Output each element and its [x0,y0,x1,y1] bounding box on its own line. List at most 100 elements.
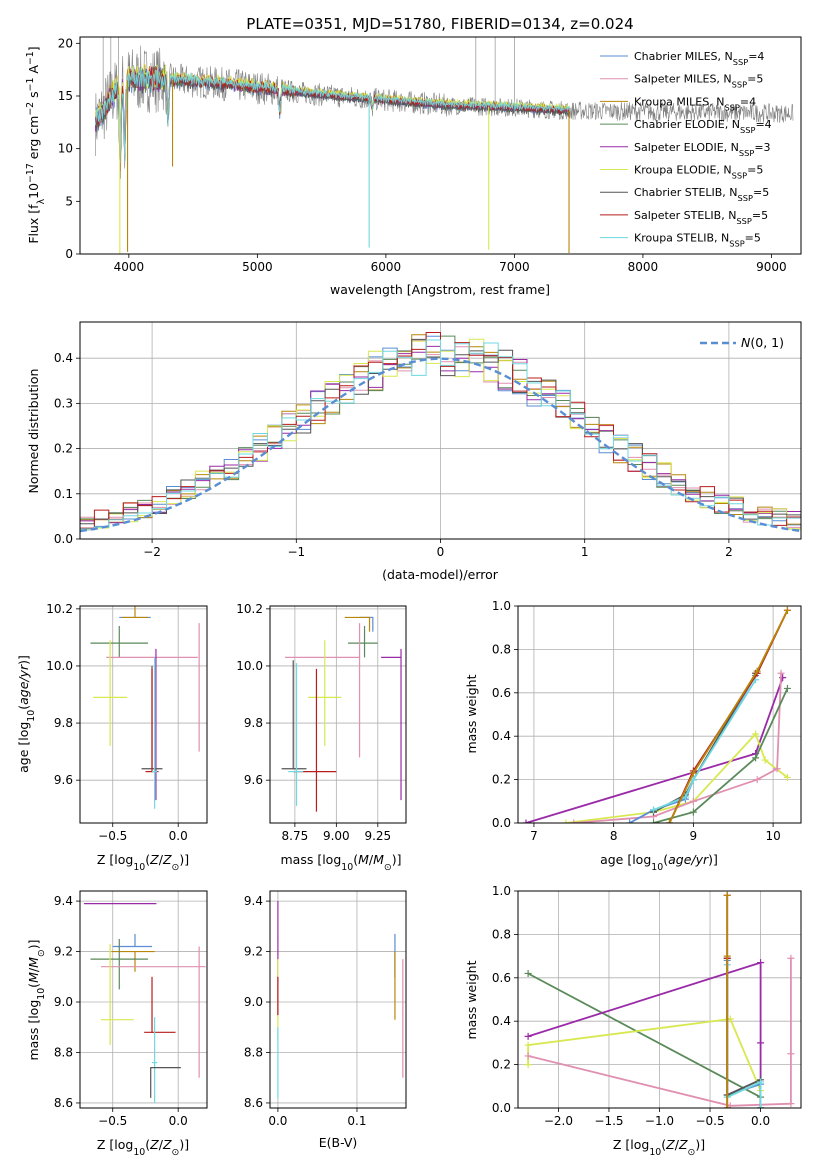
spectrum-panel: 4000 5000 6000 7000 8000 9000 0 5 10 15 20 waveleng… [25,36,802,297]
errorbar-point [324,696,326,698]
axes-frame [269,890,407,1109]
axes-frame [269,605,407,824]
weight-marker [723,891,731,899]
legend-entry: Salpeter MILES, NSSP=5 [634,73,763,90]
weight-marker [783,606,791,614]
y-tick-label: 1.0 [492,599,511,613]
errorbar-plot-area [83,903,206,1103]
x-tick-label: 0.0 [169,1114,188,1128]
x-tick-label: 0.0 [169,829,188,843]
errorbar-point [372,616,374,619]
residual-histogram-step [80,339,801,530]
y-tick-label: 9.0 [244,995,263,1009]
y-tick-label: 9.2 [54,945,73,959]
weight-vs-metallicity-panel: −2.0 −1.5 −1.0 −0.5 0.0 0.0 0.2 0.4 0.6 0.8 1.0 Z [… [464,884,802,1158]
x-tick-label: 7 [530,829,538,843]
x-tick-label: −1.0 [645,1114,674,1128]
weight-plot-area [522,606,791,823]
x-tick-label: 9 [690,829,698,843]
errorbar-point [151,656,153,658]
x-tick-label: 9000 [756,260,787,274]
x-tick-label: −0.5 [695,1114,724,1128]
errorbar-point [295,771,298,773]
weight-series-line [527,961,762,1108]
y-tick-label: 0.2 [492,1058,511,1072]
residual-histogram-panel: −2 −1 0 1 2 0.0 0.1 0.2 0.3 0.4 (data-model)/error… [26,321,802,582]
errorbar-point [358,656,361,658]
errorbar-point [155,903,157,905]
legend-entry: Salpeter STELIB, NSSP=5 [634,209,768,226]
weight-marker [524,969,532,977]
weight-marker [757,1104,765,1108]
x-tick-label: 2 [725,545,733,559]
weight-marker [753,776,761,784]
x-tick-label: 4000 [114,260,145,274]
x-axis-label: age [log10(age/yr)] [600,852,718,873]
legend-entry: Kroupa MILES, NSSP=4 [634,95,756,112]
errorbar-point [134,945,136,948]
x-tick-label: −2.0 [544,1114,573,1128]
y-axis-label: mass weight [464,960,479,1039]
legend-entry: Salpeter ELODIE, NSSP=3 [634,141,771,158]
y-tick-label: 9.8 [54,716,73,730]
mass-vs-metallicity-panel: −0.5 0.0 8.6 8.8 9.0 9.2 9.4 Z [log10(Z/Z⊙)] mas… [26,890,208,1158]
y-tick-label: 9.8 [244,716,263,730]
errorbar-point [155,656,157,658]
weight-marker [773,765,781,773]
y-tick-label: 8.6 [244,1096,263,1110]
y-tick-label: 0.4 [492,1014,511,1028]
errorbar-point [277,1051,279,1054]
legend-entry: Kroupa STELIB, NSSP=5 [634,232,761,249]
legend-entry: Chabrier STELIB, NSSP=5 [634,186,769,203]
y-axis-label: age [log10(age/yr)] [16,655,37,773]
y-tick-label: 0.2 [54,442,73,456]
y-axis-label: mass [log10(M/M⊙)] [26,939,47,1060]
x-axis-label: (data-model)/error [382,567,499,582]
x-tick-label: 0.1 [347,1114,366,1128]
y-tick-label: 10 [58,142,73,156]
y-tick-label: 0.0 [492,1101,511,1115]
weight-plot-area [524,891,795,1108]
y-tick-label: 10.0 [236,659,263,673]
weight-marker [761,756,769,764]
weight-marker [723,1104,731,1108]
x-tick-label: 6000 [371,260,402,274]
weight-marker [752,730,760,738]
errorbar-point [394,976,396,978]
y-tick-label: 9.4 [244,894,263,908]
y-tick-label: 0.1 [54,487,73,501]
errorbar-point [134,616,136,619]
y-tick-label: 9.4 [54,894,73,908]
y-tick-label: 0.2 [492,773,511,787]
axes-frame [79,605,208,824]
weight-vs-age-panel: 7 8 9 10 0.0 0.2 0.4 0.6 0.8 1.0 age [log10(age/yr… [464,599,802,873]
axes-frame [79,36,802,255]
weight-marker [757,1078,765,1086]
errorbar-plot-area [281,616,402,812]
weight-marker [787,954,795,962]
errorbar-point [109,696,111,698]
x-tick-label: 7000 [499,260,530,274]
x-tick-label: 8 [610,829,618,843]
weight-marker [626,819,634,823]
weight-series-line [653,679,757,811]
y-tick-label: 8.8 [244,1045,263,1059]
weight-marker [681,793,689,801]
weight-marker [689,808,697,816]
x-tick-label: 1 [581,545,589,559]
weight-marker [650,819,658,823]
x-tick-label: 8.75 [282,829,309,843]
y-tick-label: 10.2 [236,602,263,616]
legend-entry: N(0, 1) [741,335,784,350]
x-tick-label: 0.0 [751,1114,770,1128]
model-spectrum-line [94,66,571,164]
x-tick-label: −1 [287,545,305,559]
weight-marker [562,819,570,823]
errorbar-point [154,771,156,773]
weight-marker [689,769,697,777]
axes-frame [79,890,208,1109]
errorbar-point [400,656,402,658]
weight-marker [783,684,791,692]
y-tick-label: 8.8 [54,1045,73,1059]
weight-marker [524,1061,532,1069]
